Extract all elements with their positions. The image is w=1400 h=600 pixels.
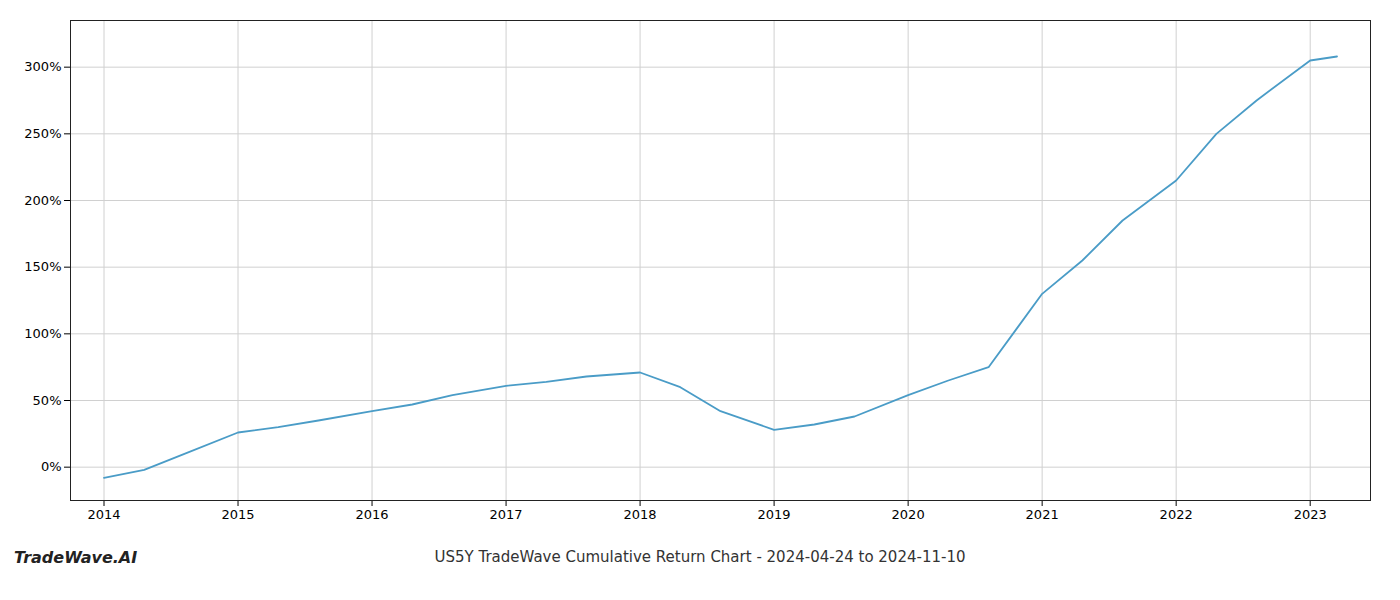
svg-text:200%: 200% bbox=[24, 193, 61, 208]
svg-text:250%: 250% bbox=[24, 126, 61, 141]
svg-text:2018: 2018 bbox=[624, 507, 657, 522]
svg-text:2023: 2023 bbox=[1294, 507, 1327, 522]
svg-text:300%: 300% bbox=[24, 59, 61, 74]
html-text:US5Y TradeWave Cumulative Retu: US5Y TradeWave Cumulative Return Chart -… bbox=[434, 548, 966, 566]
svg-text:2014: 2014 bbox=[87, 507, 120, 522]
html-text:TradeWave.AI: TradeWave.AI bbox=[14, 548, 138, 567]
svg-text:2022: 2022 bbox=[1160, 507, 1193, 522]
svg-text:2020: 2020 bbox=[892, 507, 925, 522]
svg-text:0%: 0% bbox=[41, 459, 62, 474]
svg-text:100%: 100% bbox=[24, 326, 61, 341]
svg-text:50%: 50% bbox=[33, 393, 62, 408]
svg-text:150%: 150% bbox=[24, 259, 61, 274]
svg-text:2019: 2019 bbox=[758, 507, 791, 522]
svg-text:2016: 2016 bbox=[355, 507, 388, 522]
svg-text:2015: 2015 bbox=[221, 507, 254, 522]
svg-text:2021: 2021 bbox=[1026, 507, 1059, 522]
svg-text:2017: 2017 bbox=[490, 507, 523, 522]
